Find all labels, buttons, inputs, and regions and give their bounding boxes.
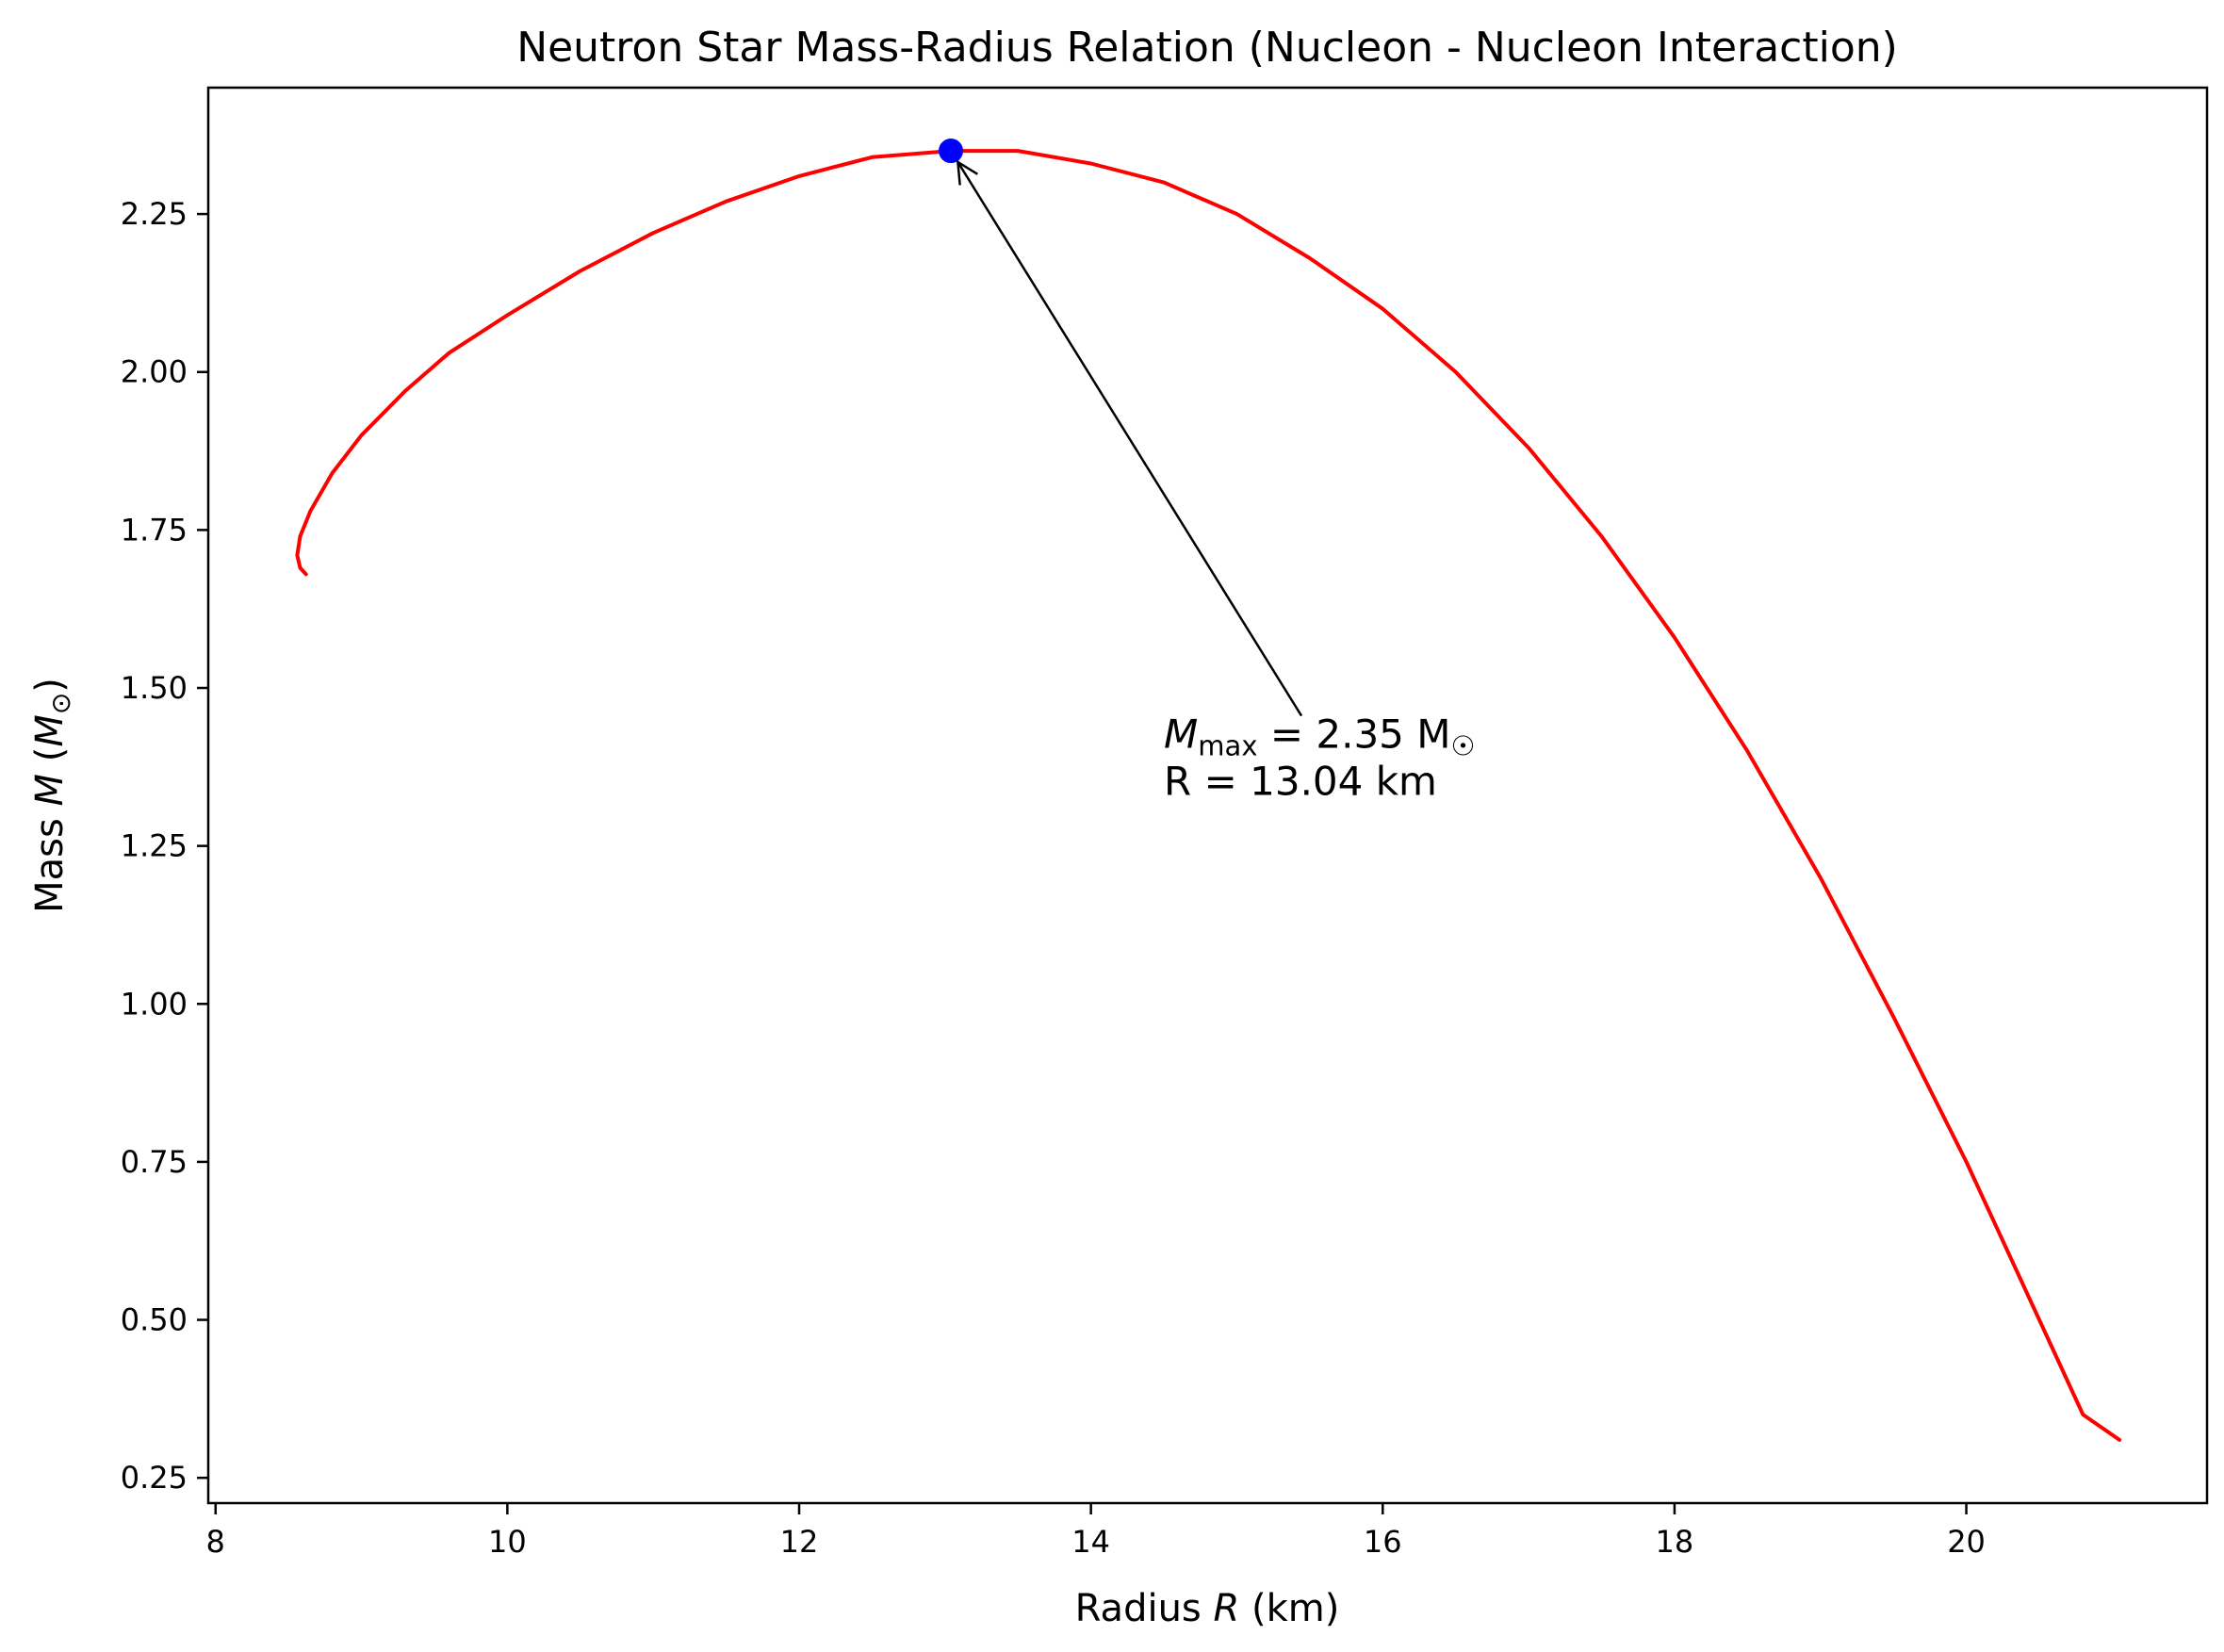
max-mass-annotation: Mmax = 2.35 M☉R = 13.04 km [956, 159, 1475, 805]
x-axis-label: Radius R (km) [1075, 1587, 1340, 1630]
y-tick-label: 0.75 [121, 1144, 188, 1180]
x-tick-label: 14 [1071, 1524, 1110, 1560]
x-axis: 8 10 12 14 16 18 20 [206, 1503, 1986, 1560]
x-tick-label: 12 [780, 1524, 819, 1560]
x-tick-label: 16 [1364, 1524, 1402, 1560]
y-tick-label: 2.00 [121, 354, 188, 390]
x-tick-label: 18 [1656, 1524, 1694, 1560]
y-tick-label: 1.00 [121, 986, 188, 1022]
y-tick-label: 0.25 [121, 1460, 188, 1496]
y-axis: 0.25 0.50 0.75 1.00 1.25 1.50 1.75 2.00 2.25 [121, 196, 208, 1496]
y-tick-label: 0.50 [121, 1302, 188, 1338]
x-tick-label: 20 [1947, 1524, 1986, 1560]
plot-area [295, 139, 2122, 1442]
y-tick-label: 1.50 [121, 670, 188, 706]
annotation-radius: R = 13.04 km [1164, 759, 1437, 805]
y-tick-label: 2.25 [121, 196, 188, 232]
annotation-max-mass: Mmax = 2.35 M☉ [1164, 712, 1475, 762]
mass-radius-curve [295, 149, 2122, 1442]
chart-title: Neutron Star Mass-Radius Relation (Nucle… [516, 24, 1898, 72]
annotation-arrow-head [956, 159, 979, 186]
axes-frame [206, 86, 2209, 1505]
x-tick-label: 8 [206, 1524, 225, 1560]
annotation-arrow-line [957, 161, 1303, 717]
y-tick-label: 1.25 [121, 828, 188, 864]
y-tick-label: 1.75 [121, 512, 188, 548]
max-mass-marker [939, 139, 964, 164]
y-axis-label: Mass M (M⊙) [28, 678, 76, 913]
x-tick-label: 10 [488, 1524, 527, 1560]
